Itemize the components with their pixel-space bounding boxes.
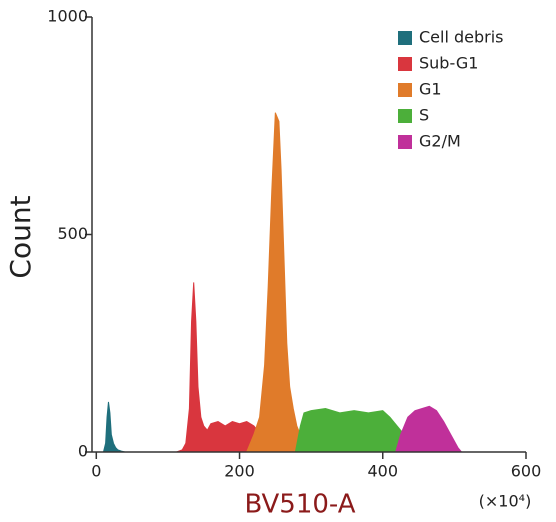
x-tick-label: 200 bbox=[224, 462, 255, 481]
histogram-area bbox=[245, 112, 309, 453]
histogram-area bbox=[394, 405, 463, 453]
histogram-area bbox=[176, 282, 269, 453]
legend-swatch bbox=[398, 57, 412, 71]
legend-label: Sub-G1 bbox=[419, 54, 478, 73]
legend-label: S bbox=[419, 106, 429, 125]
legend-swatch bbox=[398, 135, 412, 149]
legend-label: Cell debris bbox=[419, 28, 504, 47]
histogram-area bbox=[102, 401, 126, 453]
x-tick-label: 600 bbox=[511, 462, 542, 481]
y-tick-label: 500 bbox=[57, 224, 88, 243]
y-tick-label: 0 bbox=[78, 442, 88, 461]
x-tick-label: 0 bbox=[91, 462, 101, 481]
y-tick-label: 1000 bbox=[47, 7, 88, 26]
legend-label: G1 bbox=[419, 80, 442, 99]
x-axis-label: BV510-A bbox=[244, 490, 355, 520]
y-axis-label: Count bbox=[4, 195, 37, 278]
legend-label: G2/M bbox=[419, 132, 461, 151]
legend-swatch bbox=[398, 109, 412, 123]
legend-swatch bbox=[398, 83, 412, 97]
axis-annotation: (×10⁴) bbox=[479, 492, 532, 511]
x-tick-label: 400 bbox=[367, 462, 398, 481]
legend-swatch bbox=[398, 31, 412, 45]
histogram-area bbox=[294, 407, 411, 453]
